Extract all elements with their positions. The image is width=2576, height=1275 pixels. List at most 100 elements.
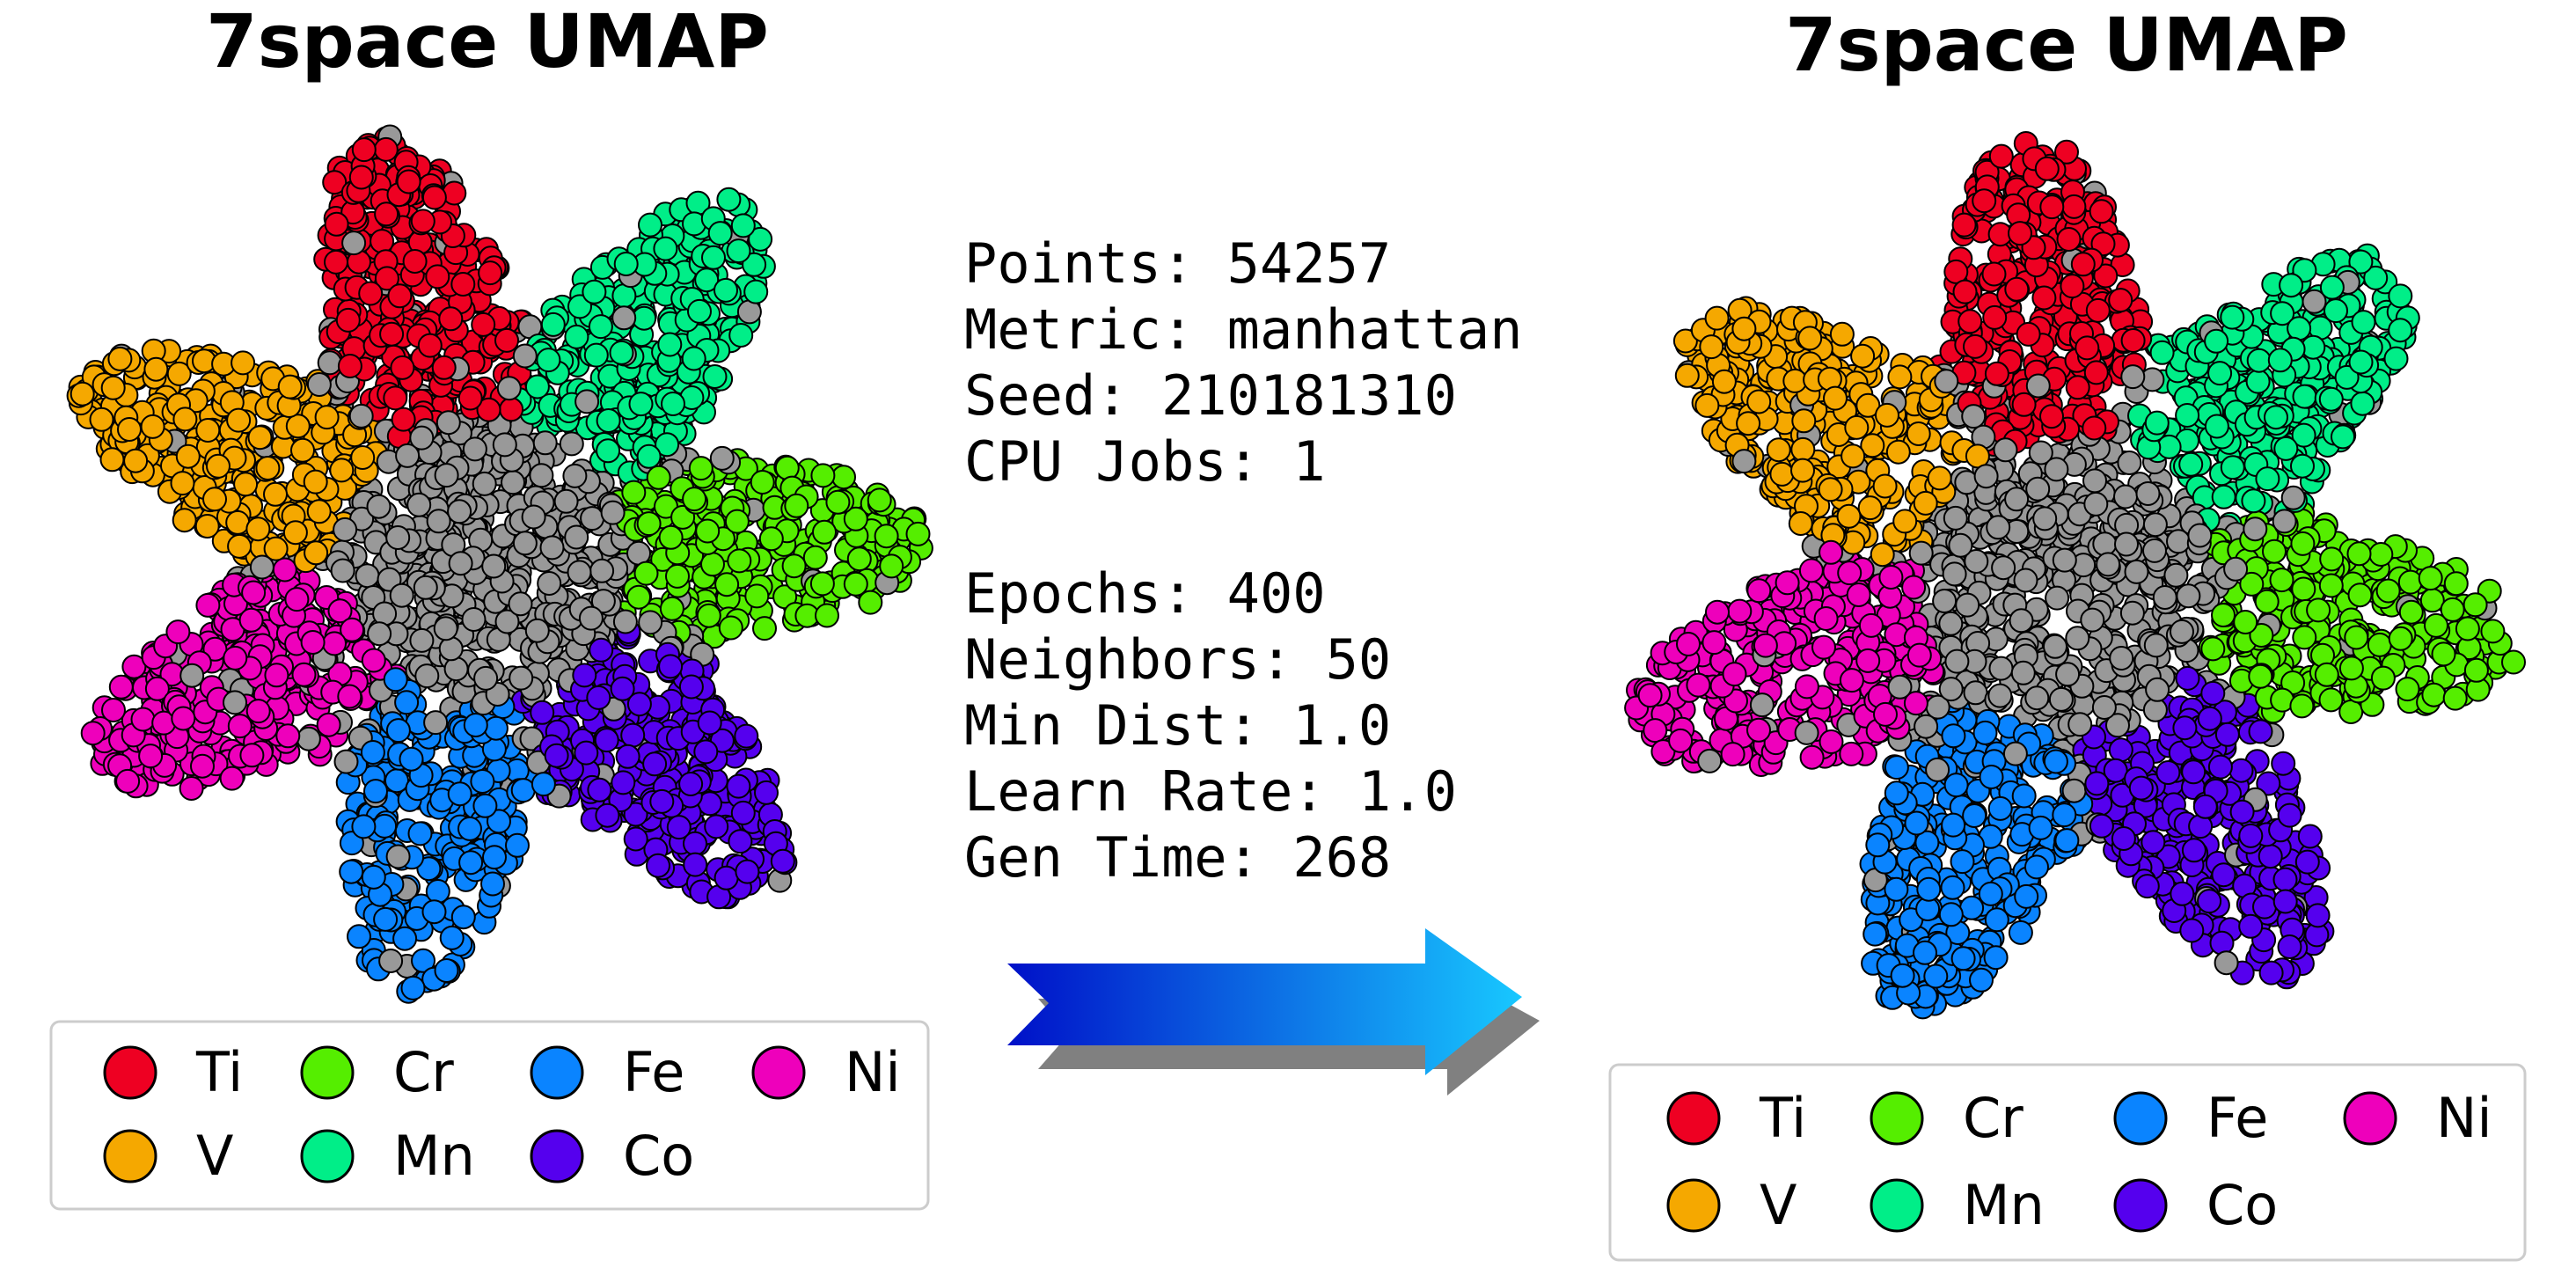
umap-point (1846, 583, 1871, 607)
umap-point (730, 800, 756, 825)
umap-point (492, 432, 517, 458)
umap-point (2044, 457, 2069, 482)
umap-point (661, 392, 685, 416)
umap-point (1731, 449, 1757, 474)
umap-point (1932, 589, 1958, 613)
umap-point (1790, 436, 1816, 462)
umap-point (702, 364, 728, 389)
umap-point (574, 740, 599, 766)
umap-point (2351, 310, 2376, 335)
umap-point (2135, 481, 2161, 506)
umap-point (724, 509, 750, 534)
umap-point (329, 458, 355, 483)
umap-point (530, 700, 555, 725)
umap-point (443, 656, 469, 682)
umap-point (867, 487, 892, 513)
umap-point (521, 504, 546, 530)
umap-point (347, 924, 371, 949)
umap-point (2338, 700, 2364, 724)
umap-point (2178, 451, 2204, 477)
umap-point (457, 385, 483, 411)
umap-point (70, 381, 95, 407)
umap-point (202, 487, 227, 512)
umap-point (611, 305, 637, 331)
umap-point (384, 768, 409, 794)
umap-point (108, 674, 134, 700)
umap-point (2108, 737, 2133, 763)
umap-point (682, 487, 707, 512)
umap-point (426, 509, 451, 534)
umap-point (2272, 867, 2298, 892)
right-scatter (1624, 131, 2526, 1020)
umap-point (743, 279, 769, 304)
umap-point (701, 245, 726, 270)
umap-point (574, 389, 600, 414)
umap-point (588, 314, 613, 340)
left-title: 7space UMAP (206, 0, 769, 84)
umap-point (626, 584, 651, 610)
umap-point (1676, 632, 1701, 656)
umap-point (2144, 410, 2170, 436)
umap-point (2318, 386, 2344, 412)
umap-point (2248, 719, 2273, 744)
umap-point (621, 480, 647, 505)
umap-point (688, 456, 714, 481)
umap-point (1839, 668, 1864, 693)
umap-point (609, 340, 634, 365)
umap-point (628, 392, 654, 417)
umap-point (1766, 437, 1791, 463)
umap-point (2052, 547, 2077, 573)
umap-point (595, 802, 620, 828)
umap-point (578, 605, 604, 631)
umap-point (225, 509, 251, 535)
umap-point (383, 667, 408, 692)
umap-point (370, 229, 395, 254)
umap-point (1991, 555, 2016, 581)
umap-point (2368, 542, 2394, 567)
umap-point (611, 283, 637, 309)
umap-point (2060, 274, 2085, 299)
umap-point (879, 553, 904, 579)
umap-point (734, 723, 759, 749)
umap-point (170, 471, 195, 496)
umap-point (1837, 561, 1862, 586)
umap-point (296, 726, 321, 751)
umap-point (2065, 375, 2090, 400)
umap-point (589, 637, 614, 663)
umap-point (2388, 283, 2413, 309)
umap-point (2258, 960, 2284, 986)
umap-point (333, 517, 358, 542)
umap-point (245, 699, 271, 724)
umap-point (802, 545, 828, 570)
umap-point (825, 489, 851, 515)
umap-point (438, 636, 464, 662)
umap-point (714, 865, 739, 890)
umap-point (379, 321, 405, 347)
umap-point (179, 776, 204, 801)
umap-point (2238, 913, 2264, 939)
umap-point (510, 778, 536, 803)
umap-point (781, 553, 807, 579)
umap-point (324, 211, 349, 237)
umap-point (1862, 921, 1888, 947)
umap-point (696, 603, 721, 628)
umap-point (372, 813, 398, 839)
umap-point (646, 853, 670, 878)
umap-point (564, 324, 589, 349)
umap-point (540, 311, 566, 337)
umap-point (2269, 568, 2294, 593)
umap-point (772, 584, 798, 610)
umap-point (582, 279, 607, 304)
umap-point (2248, 663, 2273, 689)
umap-point (223, 645, 248, 670)
umap-point (1940, 875, 1965, 900)
umap-point (385, 718, 411, 744)
umap-point (697, 710, 722, 736)
umap-point (707, 221, 733, 246)
umap-point (457, 816, 482, 841)
umap-point (2045, 585, 2070, 611)
umap-point (202, 636, 228, 662)
umap-point (562, 463, 588, 488)
umap-point (2117, 451, 2142, 475)
umap-point (425, 879, 450, 904)
